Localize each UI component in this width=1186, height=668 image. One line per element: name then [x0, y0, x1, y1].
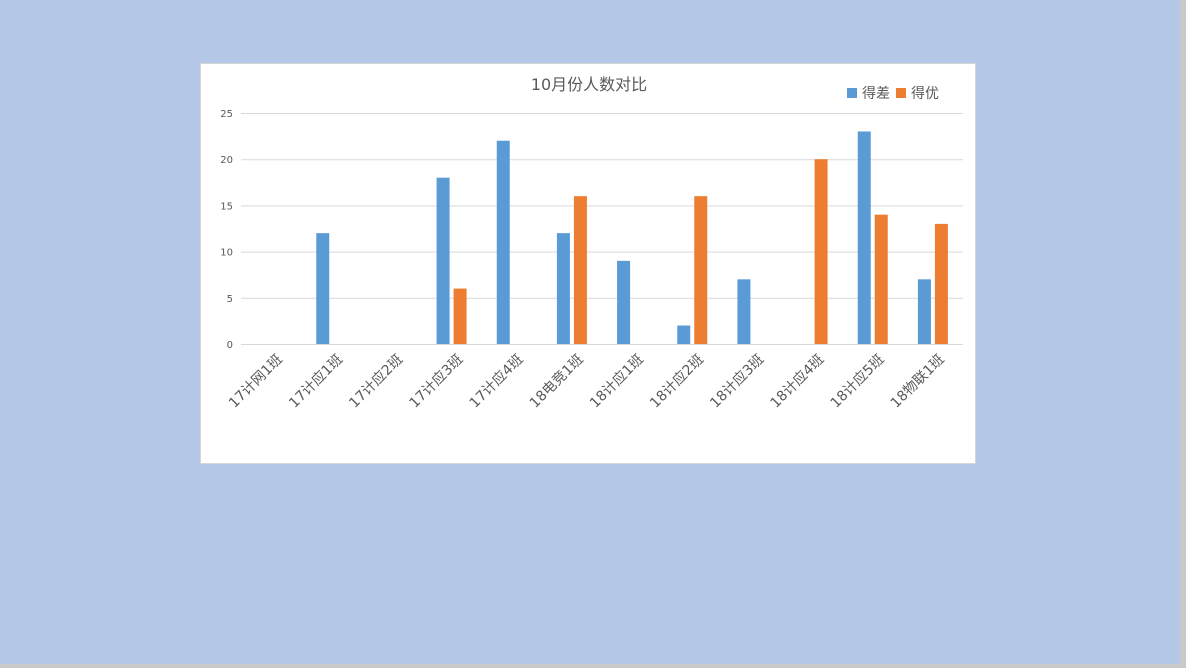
bar-series-0-10: [857, 131, 871, 344]
legend-swatch-series-0: [847, 88, 857, 98]
x-category-label: 17计应1班: [285, 351, 346, 412]
legend-swatch-series-1: [896, 88, 906, 98]
y-tick-label: 10: [220, 248, 233, 259]
x-category-label: 18计应2班: [646, 351, 707, 412]
bar-series-0-3: [436, 177, 450, 344]
x-category-label: 18电竞1班: [526, 351, 587, 412]
x-category-label: 18物联1班: [888, 352, 948, 412]
y-tick-label: 0: [227, 340, 233, 351]
legend-label-series-0: 得差: [862, 85, 890, 102]
chart-card[interactable]: 10月份人数对比 得差 得优 0 5 10 15 20 25 17计网1班 17计应1班 17…: [200, 63, 976, 464]
window-bottom-edge: [0, 664, 1186, 668]
bar-series-0-1: [316, 233, 330, 344]
y-tick-label: 20: [220, 155, 233, 166]
bar-series-0-7: [677, 325, 691, 344]
chart-title: 10月份人数对比: [531, 75, 647, 94]
x-category-label: 17计应4班: [466, 351, 527, 412]
legend: 得差 得优: [847, 85, 939, 102]
bar-series-1-11: [934, 223, 948, 344]
bar-series-1-9: [814, 159, 828, 344]
x-category-label: 17计应3班: [406, 351, 467, 412]
bar-series-1-7: [694, 196, 708, 344]
gridlines: [241, 113, 963, 345]
x-category-label: 18计应5班: [827, 351, 888, 412]
bar-series-0-4: [496, 140, 510, 344]
legend-label-series-1: 得优: [911, 85, 939, 102]
bar-series-0-5: [556, 233, 570, 344]
bar-series-0-6: [617, 260, 631, 344]
y-tick-label: 15: [220, 201, 233, 212]
bar-series-0-8: [737, 279, 751, 344]
x-category-label: 17计应2班: [346, 351, 407, 412]
x-category-label: 18计应4班: [767, 351, 828, 412]
x-category-label: 18计应1班: [586, 351, 647, 412]
bar-series-0-11: [917, 279, 931, 344]
x-category-label: 18计应3班: [707, 351, 768, 412]
window-right-edge: [1180, 0, 1186, 668]
y-tick-label: 5: [227, 294, 233, 305]
bars: [316, 131, 948, 344]
bar-series-1-3: [453, 288, 467, 344]
bar-series-1-10: [874, 214, 888, 344]
y-axis: 0 5 10 15 20 25: [220, 109, 233, 351]
bar-series-1-5: [573, 196, 587, 344]
x-axis: 17计网1班 17计应1班 17计应2班 17计应3班 17计应4班 18电竞1班 18计应…: [226, 351, 948, 412]
x-category-label: 17计网1班: [226, 352, 286, 412]
y-tick-label: 25: [220, 109, 233, 120]
